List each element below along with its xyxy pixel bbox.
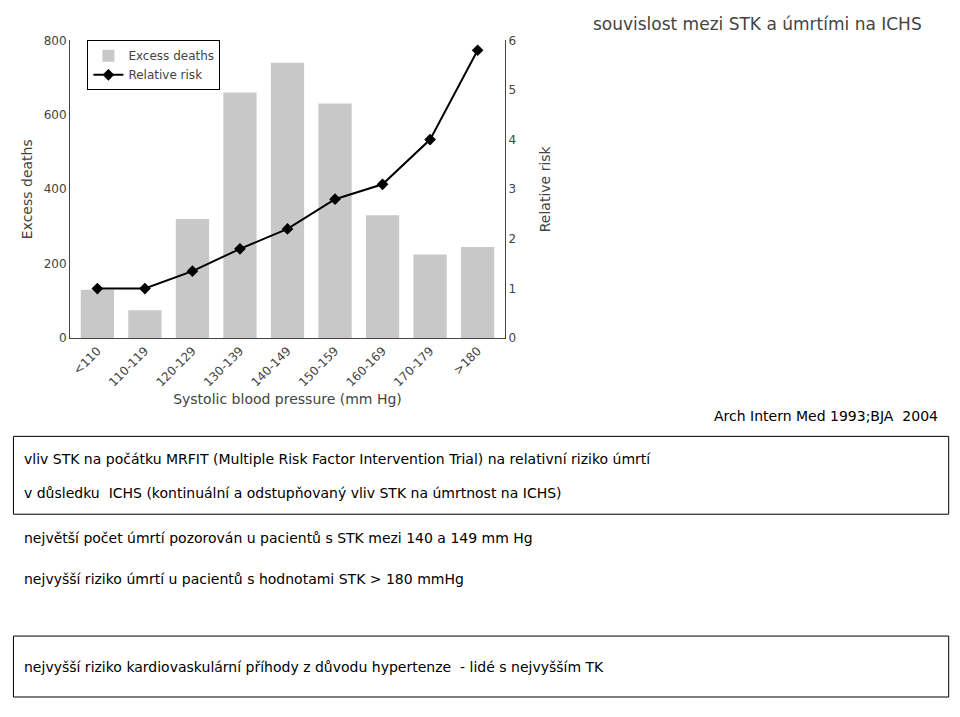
svg-text:170-179: 170-179 bbox=[391, 344, 436, 389]
svg-text:vliv STK na počátku MRFIT (Mul: vliv STK na počátku MRFIT (Multiple Risk… bbox=[24, 451, 651, 467]
svg-text:0: 0 bbox=[59, 331, 67, 345]
svg-text:Relative risk: Relative risk bbox=[537, 145, 553, 232]
svg-text:v důsledku ICHS (kontinuální: v důsledku ICHS (kontinuální a odstupňov… bbox=[24, 485, 562, 501]
svg-text:130-139: 130-139 bbox=[201, 344, 246, 389]
svg-text:1: 1 bbox=[508, 282, 516, 296]
svg-text:140-149: 140-149 bbox=[249, 344, 294, 389]
svg-text:2: 2 bbox=[508, 232, 516, 246]
svg-text:nejvyšší riziko úmrtí u pacien: nejvyšší riziko úmrtí u pacientů s hodno… bbox=[24, 571, 464, 587]
svg-text:5: 5 bbox=[508, 83, 516, 97]
svg-text:150-159: 150-159 bbox=[296, 344, 341, 389]
svg-text:160-169: 160-169 bbox=[344, 344, 389, 389]
svg-text:600: 600 bbox=[44, 108, 67, 122]
svg-text:0: 0 bbox=[508, 331, 516, 345]
svg-text:3: 3 bbox=[508, 182, 516, 196]
svg-text:Systolic blood pressure (mm Hg: Systolic blood pressure (mm Hg) bbox=[173, 391, 402, 407]
svg-text:800: 800 bbox=[44, 34, 67, 48]
svg-text:4: 4 bbox=[508, 133, 516, 147]
svg-text:největší počet úmrtí pozorován: největší počet úmrtí pozorován u pacient… bbox=[24, 530, 533, 546]
svg-text:120-129: 120-129 bbox=[153, 344, 198, 389]
svg-text:6: 6 bbox=[508, 34, 516, 48]
svg-text:Excess deaths: Excess deaths bbox=[19, 139, 35, 239]
svg-text:Relative risk: Relative risk bbox=[128, 68, 202, 82]
svg-text:nejvyšší riziko kardiovaskulár: nejvyšší riziko kardiovaskulární příhody… bbox=[24, 659, 604, 675]
svg-text:souvislost mezi STK a úmrtími: souvislost mezi STK a úmrtími na ICHS bbox=[593, 14, 922, 34]
svg-text:Excess deaths: Excess deaths bbox=[128, 49, 214, 63]
svg-text:400: 400 bbox=[44, 182, 67, 196]
svg-text:<110: <110 bbox=[71, 344, 104, 377]
svg-text:>180: >180 bbox=[451, 344, 484, 377]
svg-text:Arch Intern Med 1993;BJA 2004: Arch Intern Med 1993;BJA 2004 bbox=[714, 408, 938, 424]
svg-text:110-119: 110-119 bbox=[106, 344, 151, 389]
svg-text:200: 200 bbox=[44, 257, 67, 271]
